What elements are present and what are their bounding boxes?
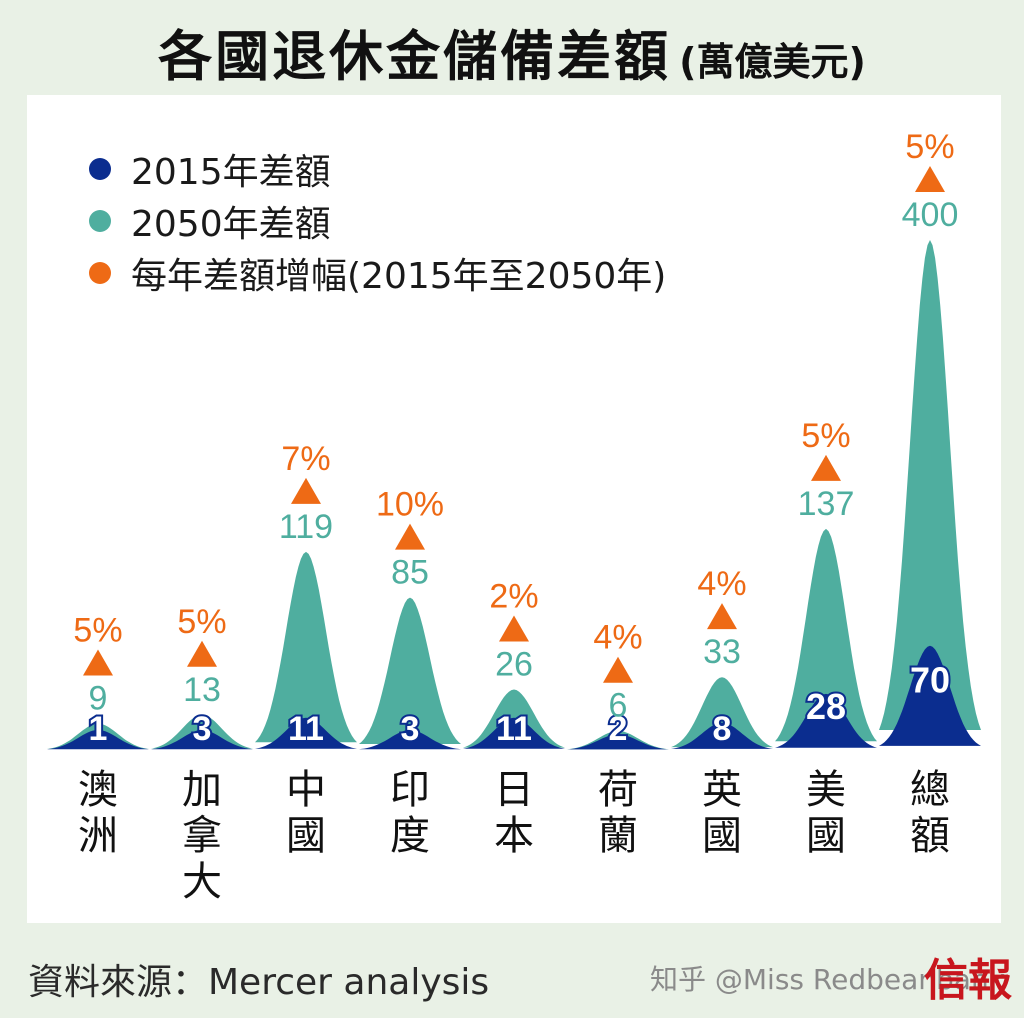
growth-marker-4 (499, 615, 529, 642)
category-label-1-char-1: 拿 (182, 813, 222, 859)
label-growth-8: 5% (905, 128, 954, 166)
area-2050-7 (775, 528, 877, 742)
label-growth-5: 4% (593, 619, 642, 657)
category-label-4-char-0: 日 (494, 767, 534, 813)
category-label-5-char-1: 蘭 (598, 813, 638, 859)
area-2015-4 (463, 717, 565, 749)
source-note: 資料來源：Mercer analysis (28, 962, 490, 1003)
label-2015-3: 3 (401, 710, 420, 748)
label-growth-1: 5% (177, 603, 226, 641)
area-2050-8 (879, 240, 981, 730)
category-label-7-char-0: 美 (806, 767, 846, 813)
growth-marker-1 (187, 640, 217, 667)
category-label-1-char-0: 加 (182, 767, 222, 813)
area-2015-2 (255, 717, 357, 749)
area-2015-8 (879, 645, 981, 746)
category-label-7-char-1: 國 (806, 813, 846, 859)
legend-item-2015: 2015年差額 (89, 143, 331, 195)
growth-marker-2 (291, 477, 321, 504)
category-label-3-char-0: 印 (390, 767, 430, 813)
area-2015-7 (775, 693, 877, 748)
area-2015-5 (567, 734, 669, 750)
chart-panel: 1 9 5% 澳洲 3 13 5% 加拿大 11 119 7% 中國 3 85 10% 印度 11 26 2% 日本 2… (27, 95, 1001, 923)
label-growth-4: 2% (489, 578, 538, 616)
chart-unit: (萬億美元) (679, 40, 866, 84)
label-growth-2: 7% (281, 440, 330, 478)
label-2050-2: 119 (279, 508, 333, 546)
category-label-3-char-1: 度 (390, 813, 430, 859)
legend-marker-2050 (89, 210, 111, 232)
legend-item-2050: 2050年差額 (89, 195, 331, 247)
area-2050-3 (359, 597, 461, 744)
label-2050-4: 26 (495, 646, 533, 684)
area-2015-0 (47, 729, 149, 750)
chart-svg: 195%澳洲3135%加拿大111197%中國38510%印度11262%日本2… (47, 128, 982, 905)
growth-marker-0 (83, 649, 113, 676)
legend-marker-growth (89, 262, 111, 284)
category-label-2-char-0: 中 (286, 767, 326, 813)
label-2015-1: 3 (193, 710, 212, 748)
area-2050-6 (671, 677, 773, 748)
growth-marker-7 (811, 454, 841, 481)
area-2015-6 (671, 722, 773, 749)
label-2015-0: 1 (89, 710, 108, 748)
label-2015-4: 11 (496, 710, 532, 748)
growth-marker-3 (395, 523, 425, 550)
chart-title: 各國退休金儲備差額 (158, 25, 672, 88)
growth-marker-8 (915, 166, 945, 192)
label-2015-2: 11 (288, 710, 324, 748)
legend-label-2015: 2015年差額 (131, 152, 331, 193)
label-2015-6: 8 (713, 710, 732, 748)
category-label-5-char-0: 荷 (598, 767, 638, 813)
label-2015-8: 70 (910, 660, 950, 701)
legend-marker-2015 (89, 158, 111, 180)
label-2050-7: 137 (798, 485, 855, 523)
legend-item-growth: 每年差額增幅(2015年至2050年) (89, 247, 666, 299)
category-label-6-char-1: 國 (702, 813, 742, 859)
watermark-text: 知乎 @Miss Redbeanbank (650, 963, 1005, 996)
area-2015-3 (359, 729, 461, 750)
label-2050-6: 33 (703, 633, 741, 671)
category-label-0-char-0: 澳 (78, 767, 118, 813)
label-2050-1: 13 (183, 671, 221, 709)
area-2015-1 (151, 729, 253, 750)
label-2050-5: 6 (609, 687, 628, 725)
label-2050-3: 85 (391, 554, 429, 592)
category-label-6-char-0: 英 (702, 767, 742, 813)
chart-title-block: 各國退休金儲備差額 (萬億美元) (0, 12, 1024, 91)
label-growth-7: 5% (801, 417, 850, 455)
brand-logo: 信報 (924, 955, 1012, 1006)
label-2050-0: 9 (89, 680, 108, 718)
growth-marker-6 (707, 603, 737, 630)
area-2050-2 (255, 551, 357, 743)
label-growth-6: 4% (697, 565, 746, 603)
legend-label-growth: 每年差額增幅(2015年至2050年) (131, 256, 667, 297)
category-label-0-char-1: 洲 (78, 813, 118, 859)
category-label-8-char-0: 總 (910, 767, 950, 813)
label-2015-7: 28 (806, 686, 846, 727)
category-label-4-char-1: 本 (494, 813, 534, 859)
label-2015-5: 2 (609, 710, 628, 748)
label-growth-3: 10% (376, 486, 444, 524)
legend-label-2050: 2050年差額 (131, 204, 331, 245)
growth-marker-5 (603, 656, 633, 683)
label-growth-0: 5% (73, 612, 122, 650)
category-label-2-char-1: 國 (286, 813, 326, 859)
category-label-1-char-2: 大 (182, 859, 222, 905)
label-2050-8: 400 (902, 196, 959, 234)
category-label-8-char-1: 額 (910, 813, 950, 859)
